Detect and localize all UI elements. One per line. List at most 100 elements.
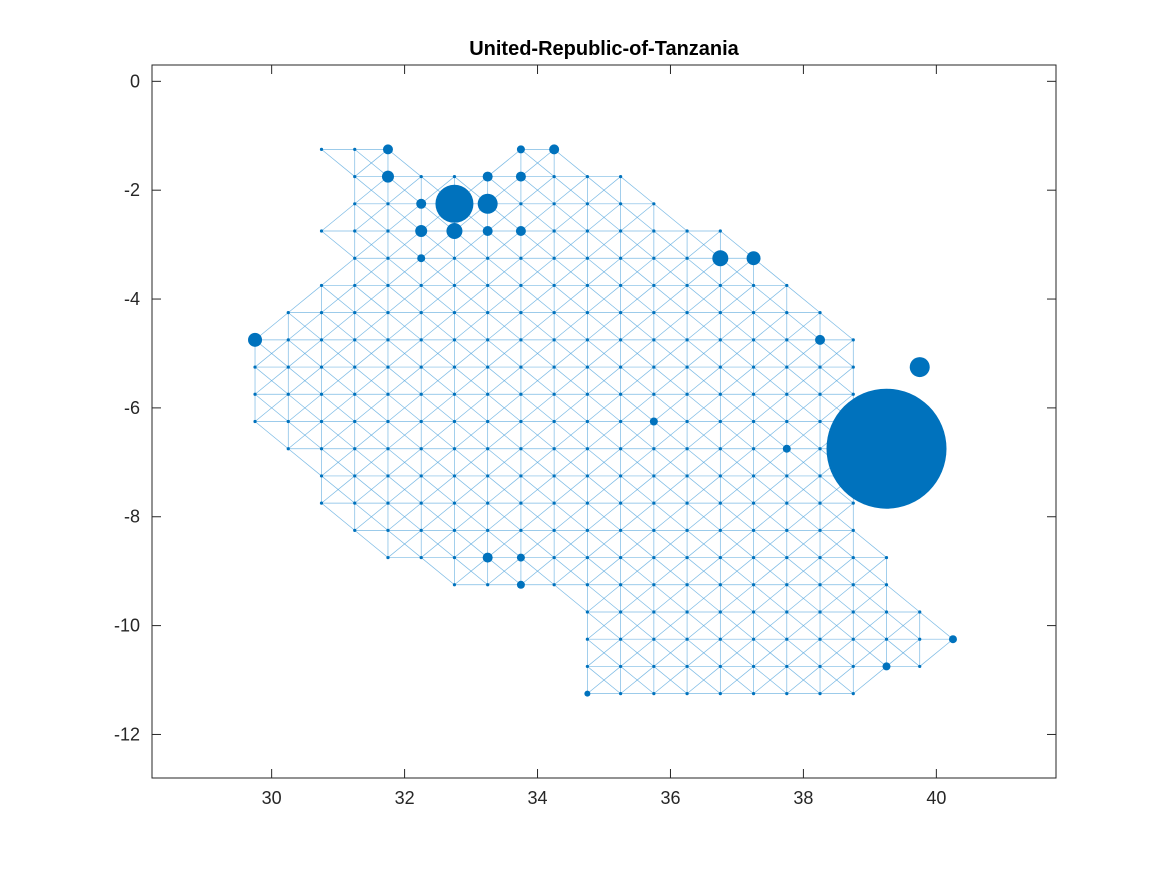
network-edge (686, 285, 721, 313)
network-node (452, 283, 457, 288)
network-edge (420, 312, 455, 341)
network-node (818, 610, 822, 614)
network-edge (886, 611, 920, 640)
network-edge (720, 339, 754, 368)
network-edge (354, 448, 389, 477)
network-node (585, 610, 589, 614)
network-edge (487, 421, 522, 449)
network-edge (587, 285, 621, 313)
network-node (486, 392, 490, 396)
network-node (685, 256, 689, 260)
network-node (619, 202, 623, 206)
network-edge (420, 394, 455, 422)
network-node (286, 365, 290, 369)
network-node (319, 365, 324, 369)
network-edge (819, 638, 854, 667)
network-node (519, 338, 523, 342)
network-node (585, 338, 589, 342)
network-edge (520, 312, 555, 341)
network-node (851, 528, 855, 532)
network-edge (587, 312, 621, 341)
network-edge (686, 448, 721, 477)
network-edge (853, 638, 887, 667)
network-edge (454, 421, 488, 449)
network-node (419, 338, 423, 342)
network-node (619, 174, 623, 179)
network-node (519, 365, 523, 369)
network-node (685, 338, 689, 342)
network-edge (420, 448, 455, 477)
network-node (718, 229, 722, 233)
network-node (419, 501, 423, 505)
network-edge (886, 584, 920, 613)
network-edge (288, 421, 322, 449)
network-edge (520, 339, 555, 368)
network-node (785, 555, 789, 560)
network-node (818, 392, 822, 396)
network-edge (886, 638, 920, 667)
network-edge (487, 149, 522, 177)
network-edge (620, 203, 655, 232)
network-node (718, 392, 722, 396)
network-node (319, 392, 324, 396)
network-edge (487, 530, 522, 558)
network-edge (420, 257, 455, 286)
network-node (751, 637, 756, 641)
network-node (619, 610, 623, 614)
network-node (818, 365, 822, 369)
network-edge (620, 475, 655, 504)
network-node (486, 528, 490, 532)
network-node (685, 555, 689, 560)
network-edge (520, 394, 555, 422)
network-node (818, 583, 822, 587)
network-edge (686, 584, 721, 613)
network-edge (720, 638, 754, 667)
network-edge (653, 203, 688, 232)
network-node (751, 365, 756, 369)
network-edge (387, 530, 422, 558)
network-node (519, 311, 523, 315)
network-edge (786, 366, 821, 395)
network-node (751, 392, 756, 396)
network-edge (819, 557, 854, 586)
network-node (452, 392, 457, 396)
network-node (519, 419, 523, 424)
network-node (652, 283, 656, 288)
network-edge (819, 611, 854, 640)
network-edge (553, 203, 588, 232)
network-node (519, 501, 523, 505)
network-edge (819, 339, 854, 368)
network-edge (553, 366, 588, 395)
network-edge (354, 530, 389, 558)
network-node-weighted (815, 334, 826, 345)
network-edge (587, 638, 621, 667)
network-node (552, 229, 556, 233)
network-edge (686, 421, 721, 449)
network-node (718, 474, 722, 478)
network-edge (553, 421, 588, 449)
network-node (253, 365, 257, 369)
network-node (751, 338, 756, 342)
network-node (585, 392, 589, 396)
network-node (253, 419, 257, 424)
network-edge (487, 366, 522, 395)
network-edge (686, 557, 721, 586)
network-node (552, 583, 556, 587)
network-edge (853, 557, 887, 586)
x-tick-label: 38 (793, 788, 813, 808)
network-edge (720, 448, 754, 477)
network-edge (454, 475, 488, 504)
network-node (386, 338, 390, 342)
y-tick-label: -10 (114, 616, 140, 636)
network-edge (520, 530, 555, 558)
network-edge (587, 475, 621, 504)
network-node (452, 501, 457, 505)
network-node (652, 610, 656, 614)
network-edge (587, 448, 621, 477)
network-node (619, 256, 623, 260)
network-node-weighted (248, 332, 263, 347)
network-node (685, 419, 689, 424)
network-node (619, 447, 623, 451)
network-node (652, 501, 656, 505)
